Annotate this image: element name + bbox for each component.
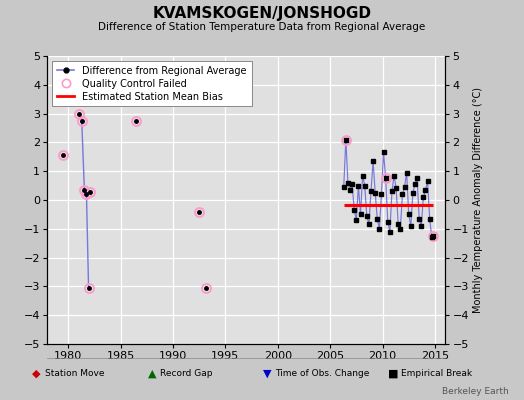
Text: Empirical Break: Empirical Break: [401, 370, 472, 378]
Y-axis label: Monthly Temperature Anomaly Difference (°C): Monthly Temperature Anomaly Difference (…: [473, 87, 483, 313]
Text: ▲: ▲: [148, 369, 156, 379]
Text: ■: ■: [388, 369, 398, 379]
Text: ▼: ▼: [263, 369, 271, 379]
Text: Station Move: Station Move: [45, 370, 104, 378]
Text: Time of Obs. Change: Time of Obs. Change: [275, 370, 369, 378]
Text: Difference of Station Temperature Data from Regional Average: Difference of Station Temperature Data f…: [99, 22, 425, 32]
Text: ◆: ◆: [32, 369, 41, 379]
Legend: Difference from Regional Average, Quality Control Failed, Estimated Station Mean: Difference from Regional Average, Qualit…: [52, 61, 252, 106]
Text: Record Gap: Record Gap: [160, 370, 212, 378]
Text: KVAMSKOGEN/JONSHOGD: KVAMSKOGEN/JONSHOGD: [152, 6, 372, 21]
Text: Berkeley Earth: Berkeley Earth: [442, 387, 508, 396]
